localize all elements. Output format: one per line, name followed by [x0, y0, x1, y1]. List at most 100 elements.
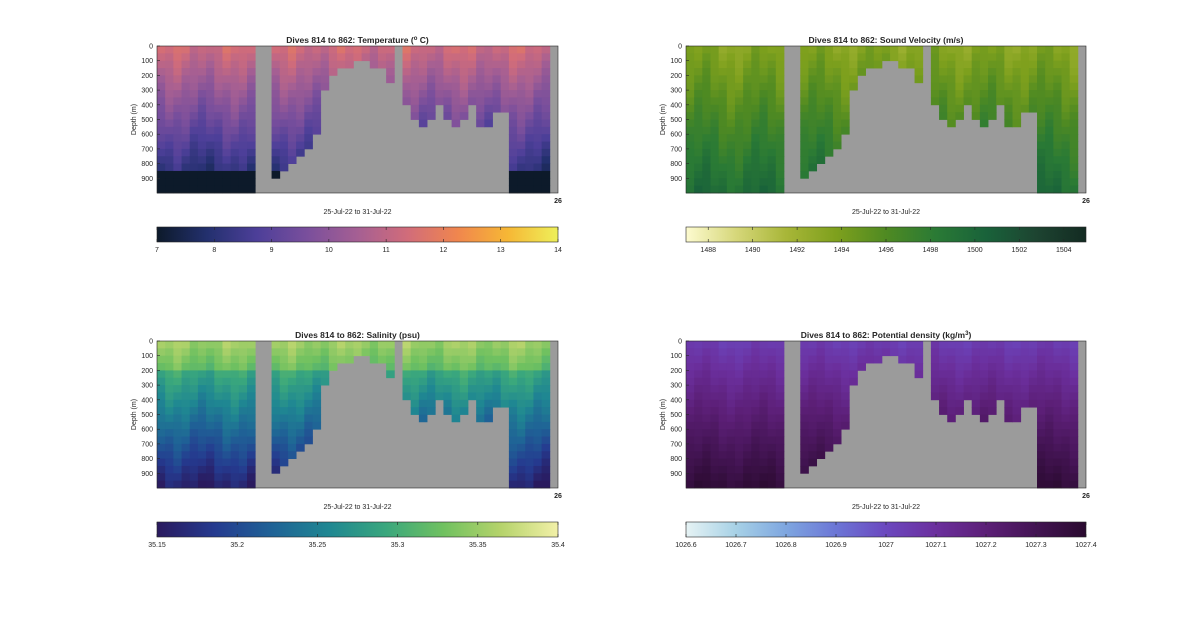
heatmap-cell: [832, 355, 842, 364]
heatmap-cell: [517, 414, 526, 423]
heatmap-cell: [181, 46, 191, 54]
heatmap-cell: [971, 46, 981, 54]
heatmap-cell: [694, 178, 703, 187]
heatmap-cell: [222, 90, 232, 98]
heatmap-cell: [238, 75, 248, 84]
heatmap-cell: [541, 97, 551, 106]
heatmap-cell: [500, 385, 510, 393]
heatmap-cell: [816, 341, 826, 349]
heatmap-cell: [214, 163, 223, 172]
heatmap-cell: [312, 97, 322, 106]
heatmap-cell: [824, 119, 834, 128]
heatmap-cell: [517, 90, 526, 98]
heatmap-cell: [492, 385, 502, 393]
y-tick-label: 700: [141, 146, 153, 153]
heatmap-cell: [296, 363, 305, 371]
heatmap-cell: [710, 163, 720, 172]
heatmap-cell: [947, 60, 956, 69]
heatmap-cell: [906, 53, 915, 62]
heatmap-cell: [743, 451, 752, 459]
heatmap-cell: [247, 178, 256, 187]
heatmap-cell: [500, 90, 510, 98]
heatmap-cell: [541, 341, 551, 349]
heatmap-cell: [443, 68, 453, 76]
heatmap-cell: [525, 436, 534, 445]
heatmap-cell: [1004, 407, 1013, 415]
heatmap-cell: [500, 46, 510, 54]
heatmap-cell: [484, 104, 493, 113]
heatmap-cell: [369, 341, 379, 349]
heatmap-cell: [800, 126, 809, 135]
heatmap-cell: [165, 126, 174, 135]
heatmap-cell: [418, 392, 428, 401]
heatmap-cell: [271, 126, 281, 135]
heatmap-cell: [979, 385, 989, 393]
heatmap-cell: [337, 355, 346, 364]
heatmap-cell: [947, 46, 956, 54]
heatmap-cell: [710, 97, 720, 106]
heatmap-cell: [710, 112, 720, 120]
heatmap-cell: [718, 82, 728, 91]
heatmap-cell: [767, 465, 777, 474]
heatmap-cell: [1061, 97, 1071, 106]
heatmap-cell: [939, 385, 948, 393]
heatmap-cell: [525, 82, 534, 91]
heatmap-cell: [279, 414, 289, 423]
heatmap-cell: [857, 355, 866, 364]
heatmap-cell: [165, 82, 174, 91]
heatmap-cell: [476, 60, 485, 69]
heatmap-cell: [451, 46, 461, 54]
heatmap-cell: [767, 141, 777, 150]
heatmap-cell: [832, 348, 842, 357]
heatmap-cell: [435, 75, 444, 84]
heatmap-cell: [1037, 377, 1046, 386]
heatmap-cell: [726, 60, 736, 69]
heatmap-cell: [832, 385, 842, 393]
heatmap-cell: [427, 370, 436, 379]
heatmap-cell: [206, 392, 215, 401]
heatmap-cell: [279, 141, 289, 150]
heatmap-cell: [775, 82, 785, 91]
heatmap-cell: [1045, 421, 1054, 430]
heatmap-cell: [181, 82, 191, 91]
heatmap-cell: [476, 75, 485, 84]
heatmap-cell: [808, 392, 818, 401]
heatmap-cell: [1061, 46, 1071, 54]
heatmap-cell: [686, 355, 695, 364]
heatmap-cell: [206, 148, 215, 157]
heatmap-cell: [710, 134, 720, 142]
heatmap-cell: [533, 451, 543, 459]
heatmap-cell: [1012, 90, 1022, 98]
heatmap-cell: [222, 407, 232, 415]
heatmap-cell: [1037, 119, 1046, 128]
heatmap-cell: [508, 185, 518, 194]
heatmap-cell: [238, 60, 248, 69]
heatmap-cell: [427, 90, 436, 98]
heatmap-cell: [743, 436, 752, 445]
heatmap-cell: [247, 60, 256, 69]
heatmap-cell: [1053, 458, 1062, 467]
heatmap-cell: [1012, 392, 1022, 401]
heatmap-cell: [157, 363, 166, 371]
heatmap-cell: [759, 163, 769, 172]
heatmap-cell: [759, 75, 769, 84]
heatmap-cell: [517, 53, 526, 62]
heatmap-cell: [328, 363, 338, 371]
heatmap-cell: [533, 414, 543, 423]
heatmap-cell: [824, 436, 834, 445]
colorbar: [156, 226, 559, 243]
heatmap-cell: [517, 156, 526, 164]
heatmap-cell: [743, 170, 752, 179]
heatmap-cell: [247, 465, 256, 474]
heatmap-cell: [320, 377, 330, 386]
heatmap-cell: [1053, 126, 1062, 135]
panel-density: Dives 814 to 862: Potential density (kg/…: [660, 330, 1097, 549]
heatmap-cell: [238, 385, 248, 393]
heatmap-cell: [328, 348, 338, 357]
heatmap-cell: [410, 104, 420, 113]
heatmap-cell: [751, 458, 760, 467]
heatmap-cell: [694, 480, 703, 489]
heatmap-cell: [492, 75, 502, 84]
heatmap-cell: [230, 363, 240, 371]
heatmap-cell: [247, 75, 256, 84]
